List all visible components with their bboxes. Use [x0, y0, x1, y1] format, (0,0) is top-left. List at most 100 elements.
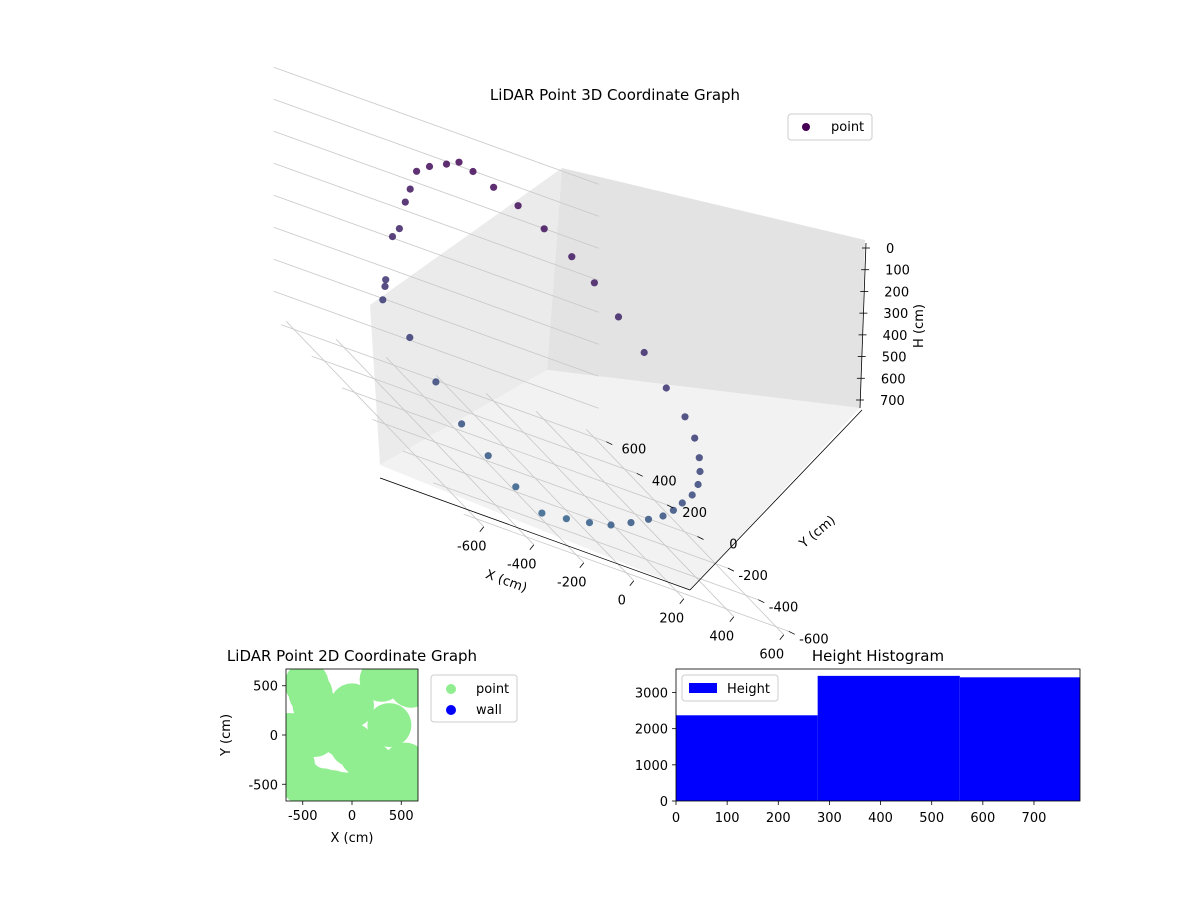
chart-2d-title: LiDAR Point 2D Coordinate Graph: [227, 647, 477, 665]
legend-hist-swatch: [689, 683, 717, 693]
grid-line-3d: [372, 419, 698, 537]
point-2d-point: [330, 683, 374, 728]
grid-line-3d: [273, 162, 599, 281]
grid-line-3d: [281, 324, 607, 443]
tick-label-z3d: 400: [883, 329, 908, 344]
tick-label-yhist: 3000: [635, 687, 668, 702]
point-3d: [458, 420, 466, 428]
points-2d: [286, 669, 418, 801]
pane-back: [547, 168, 865, 408]
tick-label-z3d: 100: [885, 264, 910, 279]
legend-hist-box: [681, 674, 779, 702]
tick-mark-x3d: [629, 580, 635, 586]
tick-label-x2d: 500: [389, 809, 414, 824]
point-3d: [644, 515, 653, 523]
legend-hist: Height: [681, 674, 779, 702]
tick-label-yhist: 2000: [635, 723, 668, 738]
tick-mark-y3d: [788, 630, 795, 635]
legend-2d-wall-marker: [446, 705, 456, 715]
tick-label-x3d: -200: [557, 576, 587, 591]
grid-line-3d: [273, 226, 599, 345]
grid-line-3d: [273, 98, 599, 217]
point-3d: [695, 454, 703, 462]
chart-3d-title: LiDAR Point 3D Coordinate Graph: [490, 86, 740, 104]
point-3d: [401, 198, 409, 206]
ticks-2d: -500 0 500 500 0 -500: [248, 680, 413, 824]
point-3d: [538, 509, 546, 517]
tick-label-xhist: 700: [1022, 811, 1047, 826]
tick-mark-y3d: [727, 567, 735, 572]
tick-label-xhist: 200: [766, 811, 791, 826]
point-3d: [662, 384, 670, 392]
point-3d: [388, 233, 397, 241]
point-3d: [694, 480, 702, 489]
chart-2d: LiDAR Point 2D Coordinate Graph -500 0 500…: [219, 647, 518, 846]
point-3d: [490, 183, 498, 191]
point-3d: [484, 452, 492, 460]
point-3d: [590, 279, 599, 287]
grid-line-3d: [463, 513, 789, 632]
tick-label-yhist: 1000: [635, 759, 668, 774]
tick-mark-x3d: [579, 562, 585, 568]
point-3d: [678, 499, 686, 507]
point-3d: [540, 225, 548, 233]
point-3d: [469, 167, 477, 176]
points-3d: [379, 158, 704, 529]
y-axis-label-3d: Y (cm): [796, 513, 839, 552]
hist-bar: [676, 715, 818, 801]
point-3d: [514, 202, 522, 210]
point-3d: [395, 225, 403, 233]
tick-label-x3d: -600: [457, 540, 487, 555]
tick-label-z3d: 200: [884, 285, 909, 300]
point-2d-point: [381, 748, 418, 793]
z-axis-line: [859, 242, 867, 409]
tick-label-z3d: 600: [881, 372, 906, 387]
tick-label-y3d: 200: [682, 506, 707, 521]
tick-label-x3d: 600: [759, 648, 784, 663]
point-3d: [432, 378, 440, 386]
tick-label-z3d: 500: [882, 351, 907, 366]
point-3d: [627, 519, 635, 527]
grid-line-3d: [273, 290, 599, 409]
point-3d: [381, 282, 389, 290]
legend-2d: point wall: [430, 674, 518, 723]
chart-hist: Height Histogram 0 100 200 300 400 500 600 7000…: [635, 647, 1081, 826]
tick-label-x3d: 0: [618, 594, 626, 609]
hist-bars: [676, 675, 1080, 801]
tick-mark-x3d: [729, 616, 735, 622]
axes-3d-edges: [379, 242, 867, 591]
point-3d: [585, 519, 594, 527]
tick-label-y2d: -500: [248, 778, 278, 793]
point-2d-point: [286, 713, 311, 757]
point-3d: [691, 434, 699, 442]
point-3d: [406, 333, 414, 342]
grid-line-3d: [341, 387, 668, 506]
ticks-3d: -600 -400 -200 0 200 400 600 -600 -400 -200 0 200 40…: [457, 242, 910, 663]
tick-label-y3d: -600: [799, 632, 829, 647]
hist-bar: [959, 677, 1080, 801]
y-axis-line: [689, 409, 863, 591]
tick-label-z3d: 300: [883, 307, 908, 322]
pane-floor: [380, 370, 860, 590]
point-3d: [659, 512, 667, 520]
tick-label-x3d: 200: [659, 612, 684, 627]
tick-label-x3d: 400: [709, 630, 734, 645]
legend-2d-point-label: point: [476, 682, 509, 697]
point-3d: [568, 253, 576, 261]
grid-line-3d: [402, 450, 729, 569]
point-3d: [669, 506, 678, 514]
point-3d: [512, 483, 520, 491]
tick-label-xhist: 600: [970, 811, 995, 826]
tick-label-xhist: 500: [919, 811, 944, 826]
tick-label-y2d: 500: [253, 680, 278, 695]
chart-3d: LiDAR Point 3D Coordinate Graph -600 -400…: [273, 66, 927, 663]
tick-label-x2d: -500: [288, 809, 318, 824]
point-3d: [455, 158, 463, 166]
point-3d: [562, 515, 571, 523]
tick-label-yhist: 0: [660, 795, 668, 810]
tick-mark-y3d: [636, 472, 643, 477]
grid-line-3d: [273, 66, 599, 185]
hist-bar: [817, 675, 960, 801]
point-3d: [640, 348, 648, 357]
